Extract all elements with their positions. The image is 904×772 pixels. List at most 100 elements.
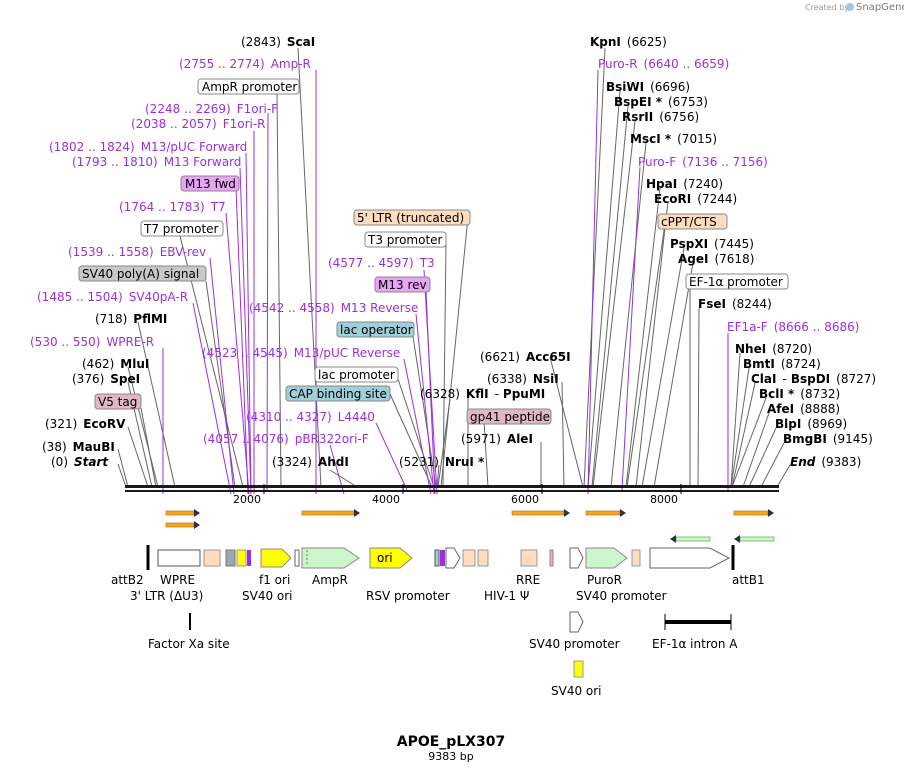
site-m13puc-fwd[interactable]: (1802 .. 1824) M13/pUC Forward <box>49 140 247 154</box>
site-m13fwd[interactable]: M13 fwd <box>185 177 236 191</box>
site-wpre-r[interactable]: (530 .. 550) WPRE-R <box>30 335 154 349</box>
site-ef1a-f[interactable]: EF1a-F (8666 .. 8686) <box>727 320 859 334</box>
site-m13-forward[interactable]: (1793 .. 1810) M13 Forward <box>72 155 241 169</box>
primer-arrow-2[interactable] <box>165 522 195 528</box>
feature-puror[interactable] <box>585 547 628 569</box>
box-t7promoter[interactable] <box>140 220 224 237</box>
site-blpi[interactable]: BlpI (8969) <box>775 417 847 431</box>
box-m13rev[interactable] <box>374 276 431 293</box>
site-nrui[interactable]: (5231) NruI * <box>399 455 485 469</box>
box-5ltr[interactable] <box>353 209 471 226</box>
site-kfli[interactable]: (6328) KflI - PpuMI <box>420 387 545 401</box>
feature-ampr-promoter[interactable] <box>294 549 300 567</box>
box-cppt[interactable] <box>657 213 728 230</box>
feature-sv40polya[interactable] <box>225 549 236 567</box>
feature-rre[interactable] <box>520 549 538 567</box>
feature-lac[interactable] <box>434 549 440 567</box>
primer-arrow-4[interactable] <box>511 510 565 516</box>
site-bcli[interactable]: BclI * (8732) <box>759 387 840 401</box>
site-nsii[interactable]: (6338) NsiI <box>487 372 559 386</box>
box-lacpromoter[interactable] <box>314 366 399 383</box>
box-gp41[interactable] <box>466 408 552 425</box>
feature-gp41[interactable] <box>549 549 554 567</box>
site-lacpromoter[interactable]: lac promoter <box>318 368 395 382</box>
feature-m13rev-mark[interactable] <box>440 550 445 566</box>
site-scai[interactable]: (2843) ScaI <box>241 35 315 49</box>
site-bspei[interactable]: BspEI * (6753) <box>614 95 708 109</box>
site-m13puc-reverse[interactable]: (4523 .. 4545) M13/pUC Reverse <box>202 346 400 360</box>
box-m13fwd[interactable] <box>180 175 240 192</box>
primer-arrow-7[interactable] <box>675 536 711 542</box>
box-ampr-promoter[interactable] <box>197 78 300 95</box>
feature-f1ori[interactable] <box>260 548 292 568</box>
site-bsiwi[interactable]: BsiWI (6696) <box>606 80 690 94</box>
box-ef1a-promoter[interactable] <box>685 273 789 290</box>
site-t7[interactable]: (1764 .. 1783) T7 <box>119 200 226 214</box>
site-5ltr[interactable]: 5' LTR (truncated) <box>357 211 464 225</box>
site-puro-f[interactable]: Puro-F (7136 .. 7156) <box>638 155 768 169</box>
site-t3[interactable]: (4577 .. 4597) T3 <box>328 256 435 270</box>
site-ahdi[interactable]: (3324) AhdI <box>272 455 349 469</box>
primer-arrow-5[interactable] <box>585 510 621 516</box>
site-sv40polya[interactable]: SV40 poly(A) signal <box>82 267 199 281</box>
feature-sv40ori-1[interactable] <box>236 549 247 567</box>
site-ampr-promoter[interactable]: AmpR promoter <box>202 80 297 94</box>
site-v5tag[interactable]: V5 tag <box>98 395 137 409</box>
site-spei[interactable]: (376) SpeI <box>72 372 140 386</box>
feature-wpre[interactable] <box>157 549 201 567</box>
snapgene-credit[interactable]: Created by SnapGene <box>805 2 904 13</box>
feature-sv40prom-2[interactable] <box>569 611 584 633</box>
site-cap[interactable]: CAP binding site <box>289 387 387 401</box>
feature-ef1a-intron[interactable] <box>665 620 731 624</box>
site-m13-reverse[interactable]: (4542 .. 4558) M13 Reverse <box>249 301 418 315</box>
primer-arrow-6[interactable] <box>733 510 769 516</box>
site-bmgbi[interactable]: BmgBI (9145) <box>783 432 873 446</box>
site-kpni[interactable]: KpnI (6625) <box>590 35 667 49</box>
site-acc65i[interactable]: (6621) Acc65I <box>480 350 571 364</box>
site-t7promoter[interactable]: T7 promoter <box>143 222 219 236</box>
site-f1ori-r[interactable]: (2038 .. 2057) F1ori-R <box>131 117 266 131</box>
site-msci[interactable]: MscI * (7015) <box>630 132 717 146</box>
feature-ori[interactable] <box>369 547 413 569</box>
site-ef1a-promoter[interactable]: EF-1α promoter <box>689 275 783 289</box>
feature-ampr[interactable] <box>301 547 360 569</box>
site-fsei[interactable]: FseI (8244) <box>698 297 772 311</box>
site-afei[interactable]: AfeI (8888) <box>767 402 840 416</box>
site-bmti[interactable]: BmtI (8724) <box>743 357 821 371</box>
site-m13rev[interactable]: M13 rev <box>378 278 427 292</box>
feature-m13fwd-mark[interactable] <box>247 550 251 566</box>
primer-arrow-8[interactable] <box>739 536 775 542</box>
primer-arrow-3[interactable] <box>301 510 355 516</box>
primer-arrow-1[interactable] <box>165 510 195 516</box>
site-pspxi[interactable]: PspXI (7445) <box>670 237 754 251</box>
site-f1ori-f[interactable]: (2248 .. 2269) F1ori-F <box>145 102 278 116</box>
site-t3promoter[interactable]: T3 promoter <box>367 233 443 247</box>
site-l4440[interactable]: (4310 .. 4327) L4440 <box>246 410 375 424</box>
box-sv40polya[interactable] <box>78 265 207 282</box>
site-hpai[interactable]: HpaI (7240) <box>646 177 723 191</box>
site-pbr322[interactable]: (4057 .. 4076) pBR322ori-F <box>203 432 369 446</box>
feature-sv40prom-1[interactable] <box>569 547 584 569</box>
site-start[interactable]: (0) Start <box>51 455 109 469</box>
site-alei[interactable]: (5971) AleI <box>461 432 533 446</box>
feature-cppt[interactable] <box>631 549 641 567</box>
site-gp41[interactable]: gp41 peptide <box>470 410 550 424</box>
feature-3ltr[interactable] <box>203 549 221 567</box>
site-ecori[interactable]: EcoRI (7244) <box>654 192 737 206</box>
site-clai[interactable]: ClaI - BspDI (8727) <box>751 372 876 386</box>
site-nhei[interactable]: NheI (8720) <box>735 342 812 356</box>
site-rsrii[interactable]: RsrII (6756) <box>622 110 699 124</box>
site-sv40pa-r[interactable]: (1485 .. 1504) SV40pA-R <box>37 290 188 304</box>
feature-hiv-psi[interactable] <box>477 549 489 567</box>
site-agei[interactable]: AgeI (7618) <box>678 252 754 266</box>
site-lacoperator[interactable]: lac operator <box>340 323 413 337</box>
site-maubi[interactable]: (38) MauBI <box>42 440 115 454</box>
box-lacoperator[interactable] <box>336 321 415 338</box>
site-mlui[interactable]: (462) MluI <box>82 357 149 371</box>
site-amp-r[interactable]: (2755 .. 2774) Amp-R <box>179 57 311 71</box>
site-pflmi[interactable]: (718) PflMI <box>95 312 167 326</box>
feature-rsv-promoter[interactable] <box>445 547 461 569</box>
site-ecorv[interactable]: (321) EcoRV <box>45 417 126 431</box>
box-cap[interactable] <box>285 385 391 402</box>
site-end[interactable]: End (9383) <box>790 455 861 469</box>
